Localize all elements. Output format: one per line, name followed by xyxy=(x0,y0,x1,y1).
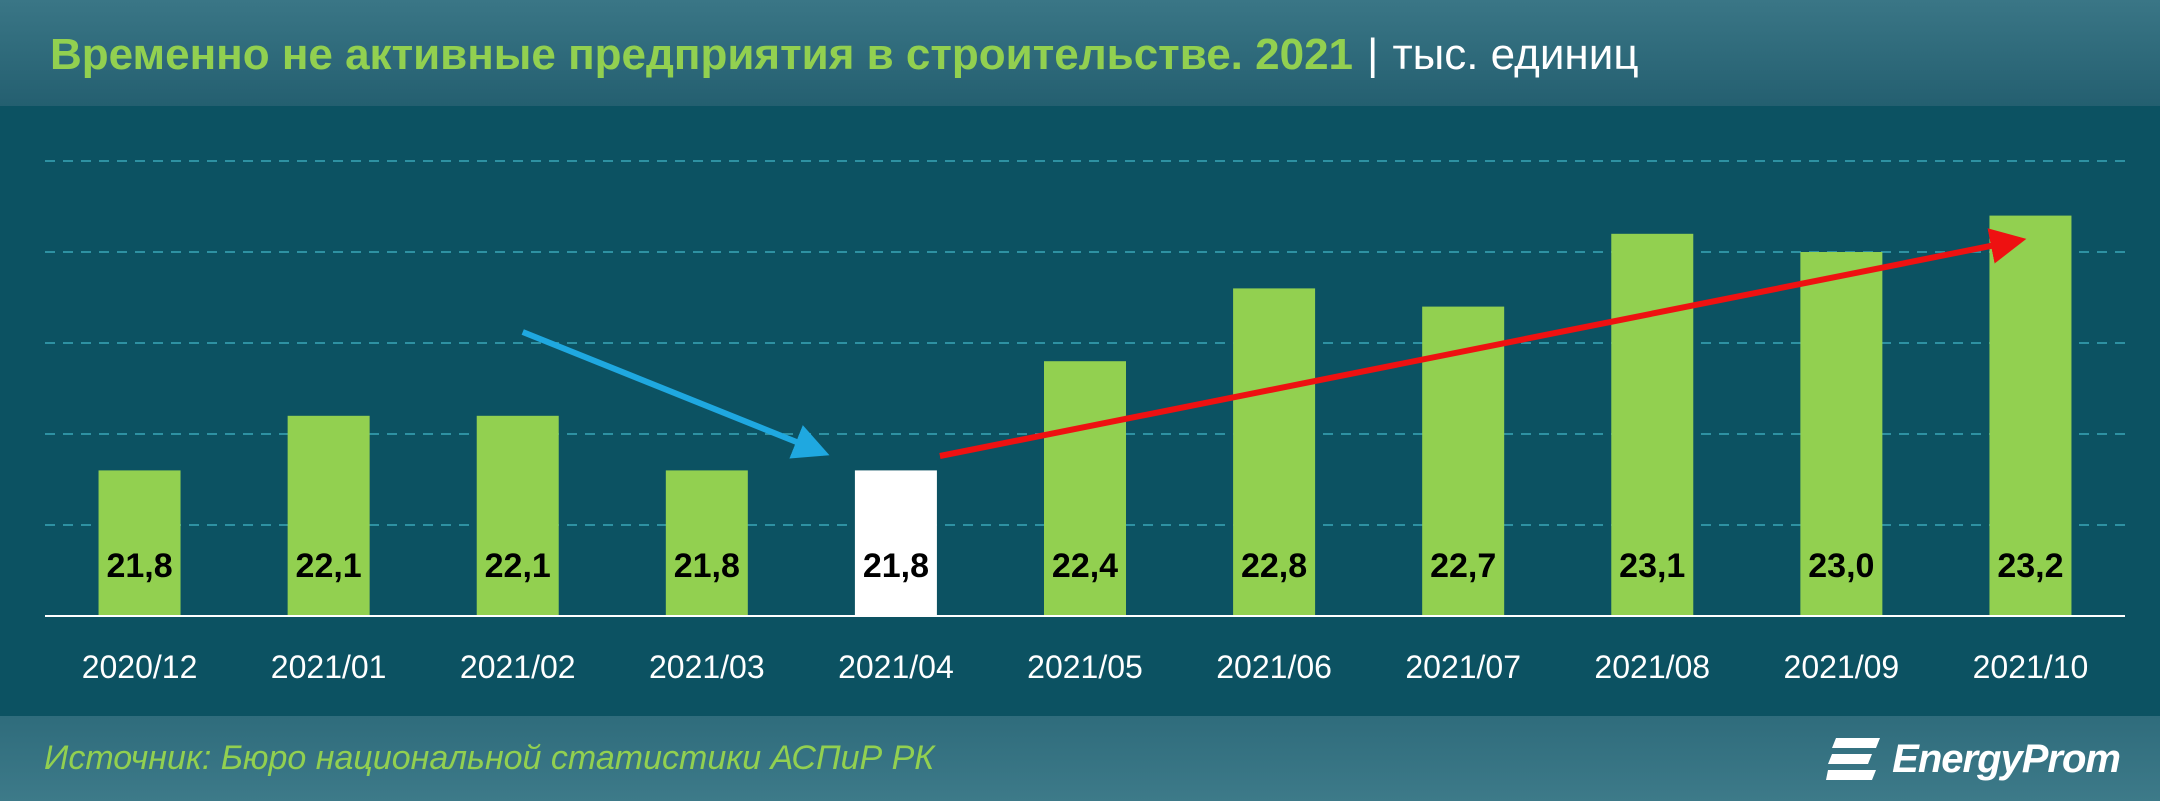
bar-2021-03 xyxy=(665,470,748,616)
x-tick-label: 2021/06 xyxy=(1216,649,1332,685)
footer-bar: Источник: Бюро национальной статистики А… xyxy=(0,716,2160,801)
header-bar: Временно не активные предприятия в строи… xyxy=(0,0,2160,106)
data-label: 23,0 xyxy=(1808,547,1874,585)
plot-area: 21,8 2020/12 22,1 2021/01 22,1 2021/02 21,8 202… xyxy=(0,106,2160,716)
data-label: 23,1 xyxy=(1619,547,1685,585)
bar-2021-06 xyxy=(1233,288,1316,616)
bar-2021-09 xyxy=(1800,252,1883,616)
bar-2021-04 xyxy=(854,470,937,616)
x-tick-label: 2021/08 xyxy=(1594,649,1710,685)
x-tick-label: 2021/04 xyxy=(838,649,954,685)
bar-2021-01 xyxy=(287,415,370,616)
data-label: 21,8 xyxy=(674,547,740,585)
data-label: 21,8 xyxy=(106,547,172,585)
x-tick-label: 2021/03 xyxy=(649,649,765,685)
x-tick-label: 2021/09 xyxy=(1784,649,1900,685)
data-label: 21,8 xyxy=(863,547,929,585)
up-trend-arrow xyxy=(939,228,2027,459)
data-label: 22,1 xyxy=(485,547,551,585)
x-tick-label: 2021/02 xyxy=(460,649,576,685)
title-separator: | xyxy=(1367,30,1379,79)
bar-2021-08 xyxy=(1611,233,1694,617)
x-tick-label: 2021/01 xyxy=(271,649,387,685)
bar-2020-12 xyxy=(98,470,181,616)
data-label: 22,8 xyxy=(1241,547,1307,585)
x-tick-label: 2021/05 xyxy=(1027,649,1143,685)
x-tick-label: 2021/10 xyxy=(1973,649,2089,685)
bar-2021-05 xyxy=(1044,361,1126,616)
logo-text: EnergyProm xyxy=(1892,736,2121,781)
data-label: 22,7 xyxy=(1430,547,1496,585)
logo: EnergyProm xyxy=(1826,730,2121,788)
x-tick-label: 2020/12 xyxy=(82,649,198,685)
title-unit: тыс. единиц xyxy=(1392,30,1639,79)
bar-2021-02 xyxy=(476,415,559,616)
chart-title: Временно не активные предприятия в строи… xyxy=(50,0,1639,106)
data-label: 22,4 xyxy=(1052,547,1118,585)
source-note: Источник: Бюро национальной статистики А… xyxy=(44,739,935,777)
title-main: Временно не активные предприятия в строи… xyxy=(50,30,1354,79)
data-label: 23,2 xyxy=(1997,547,2063,585)
down-trend-arrow xyxy=(521,329,830,459)
bar-chart: 21,8 2020/12 22,1 2021/01 22,1 2021/02 21,8 202… xyxy=(45,160,2125,685)
energyprom-logo-icon xyxy=(1826,738,1881,780)
bar-2021-10 xyxy=(1989,215,2072,616)
data-label: 22,1 xyxy=(296,547,362,585)
x-tick-label: 2021/07 xyxy=(1405,649,1521,685)
